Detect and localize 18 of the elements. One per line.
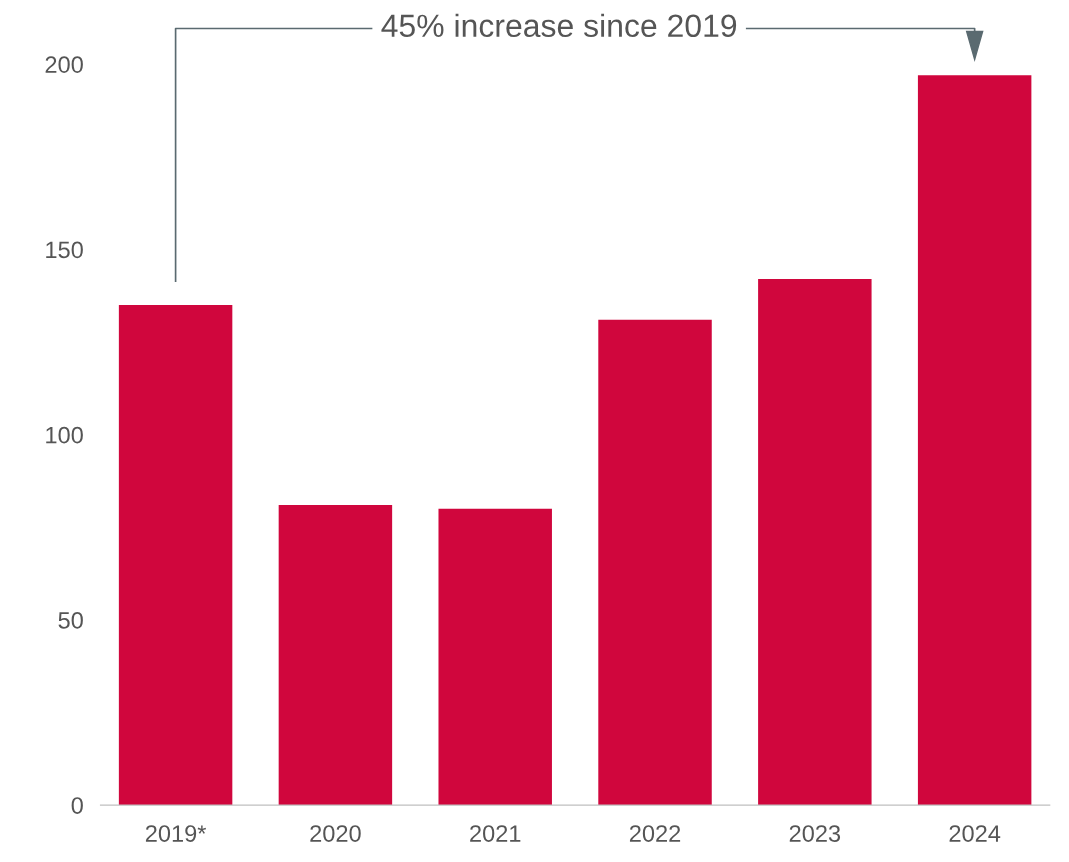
annotation: 45% increase since 2019 [381, 13, 737, 38]
y-tick-label: 100 [46, 426, 83, 444]
bar [758, 279, 872, 806]
y-tick-label: 0 [71, 797, 83, 814]
x-tick-label: 2021 [470, 825, 521, 842]
bar [598, 319, 712, 806]
y-tick-label: 200 [45, 56, 83, 73]
x-tick-label: 2024 [949, 825, 1001, 842]
bar [278, 505, 393, 806]
bar [438, 508, 552, 806]
x-tick-label: 2020 [310, 825, 361, 842]
bar [917, 75, 1032, 806]
x-tick-label: 2019* [145, 825, 207, 842]
x-tick-label: 2023 [789, 825, 841, 842]
x-tick-label: 2022 [629, 825, 681, 842]
y-tick-label: 50 [58, 611, 83, 629]
bar [118, 304, 233, 806]
y-tick-label: 150 [46, 241, 83, 259]
